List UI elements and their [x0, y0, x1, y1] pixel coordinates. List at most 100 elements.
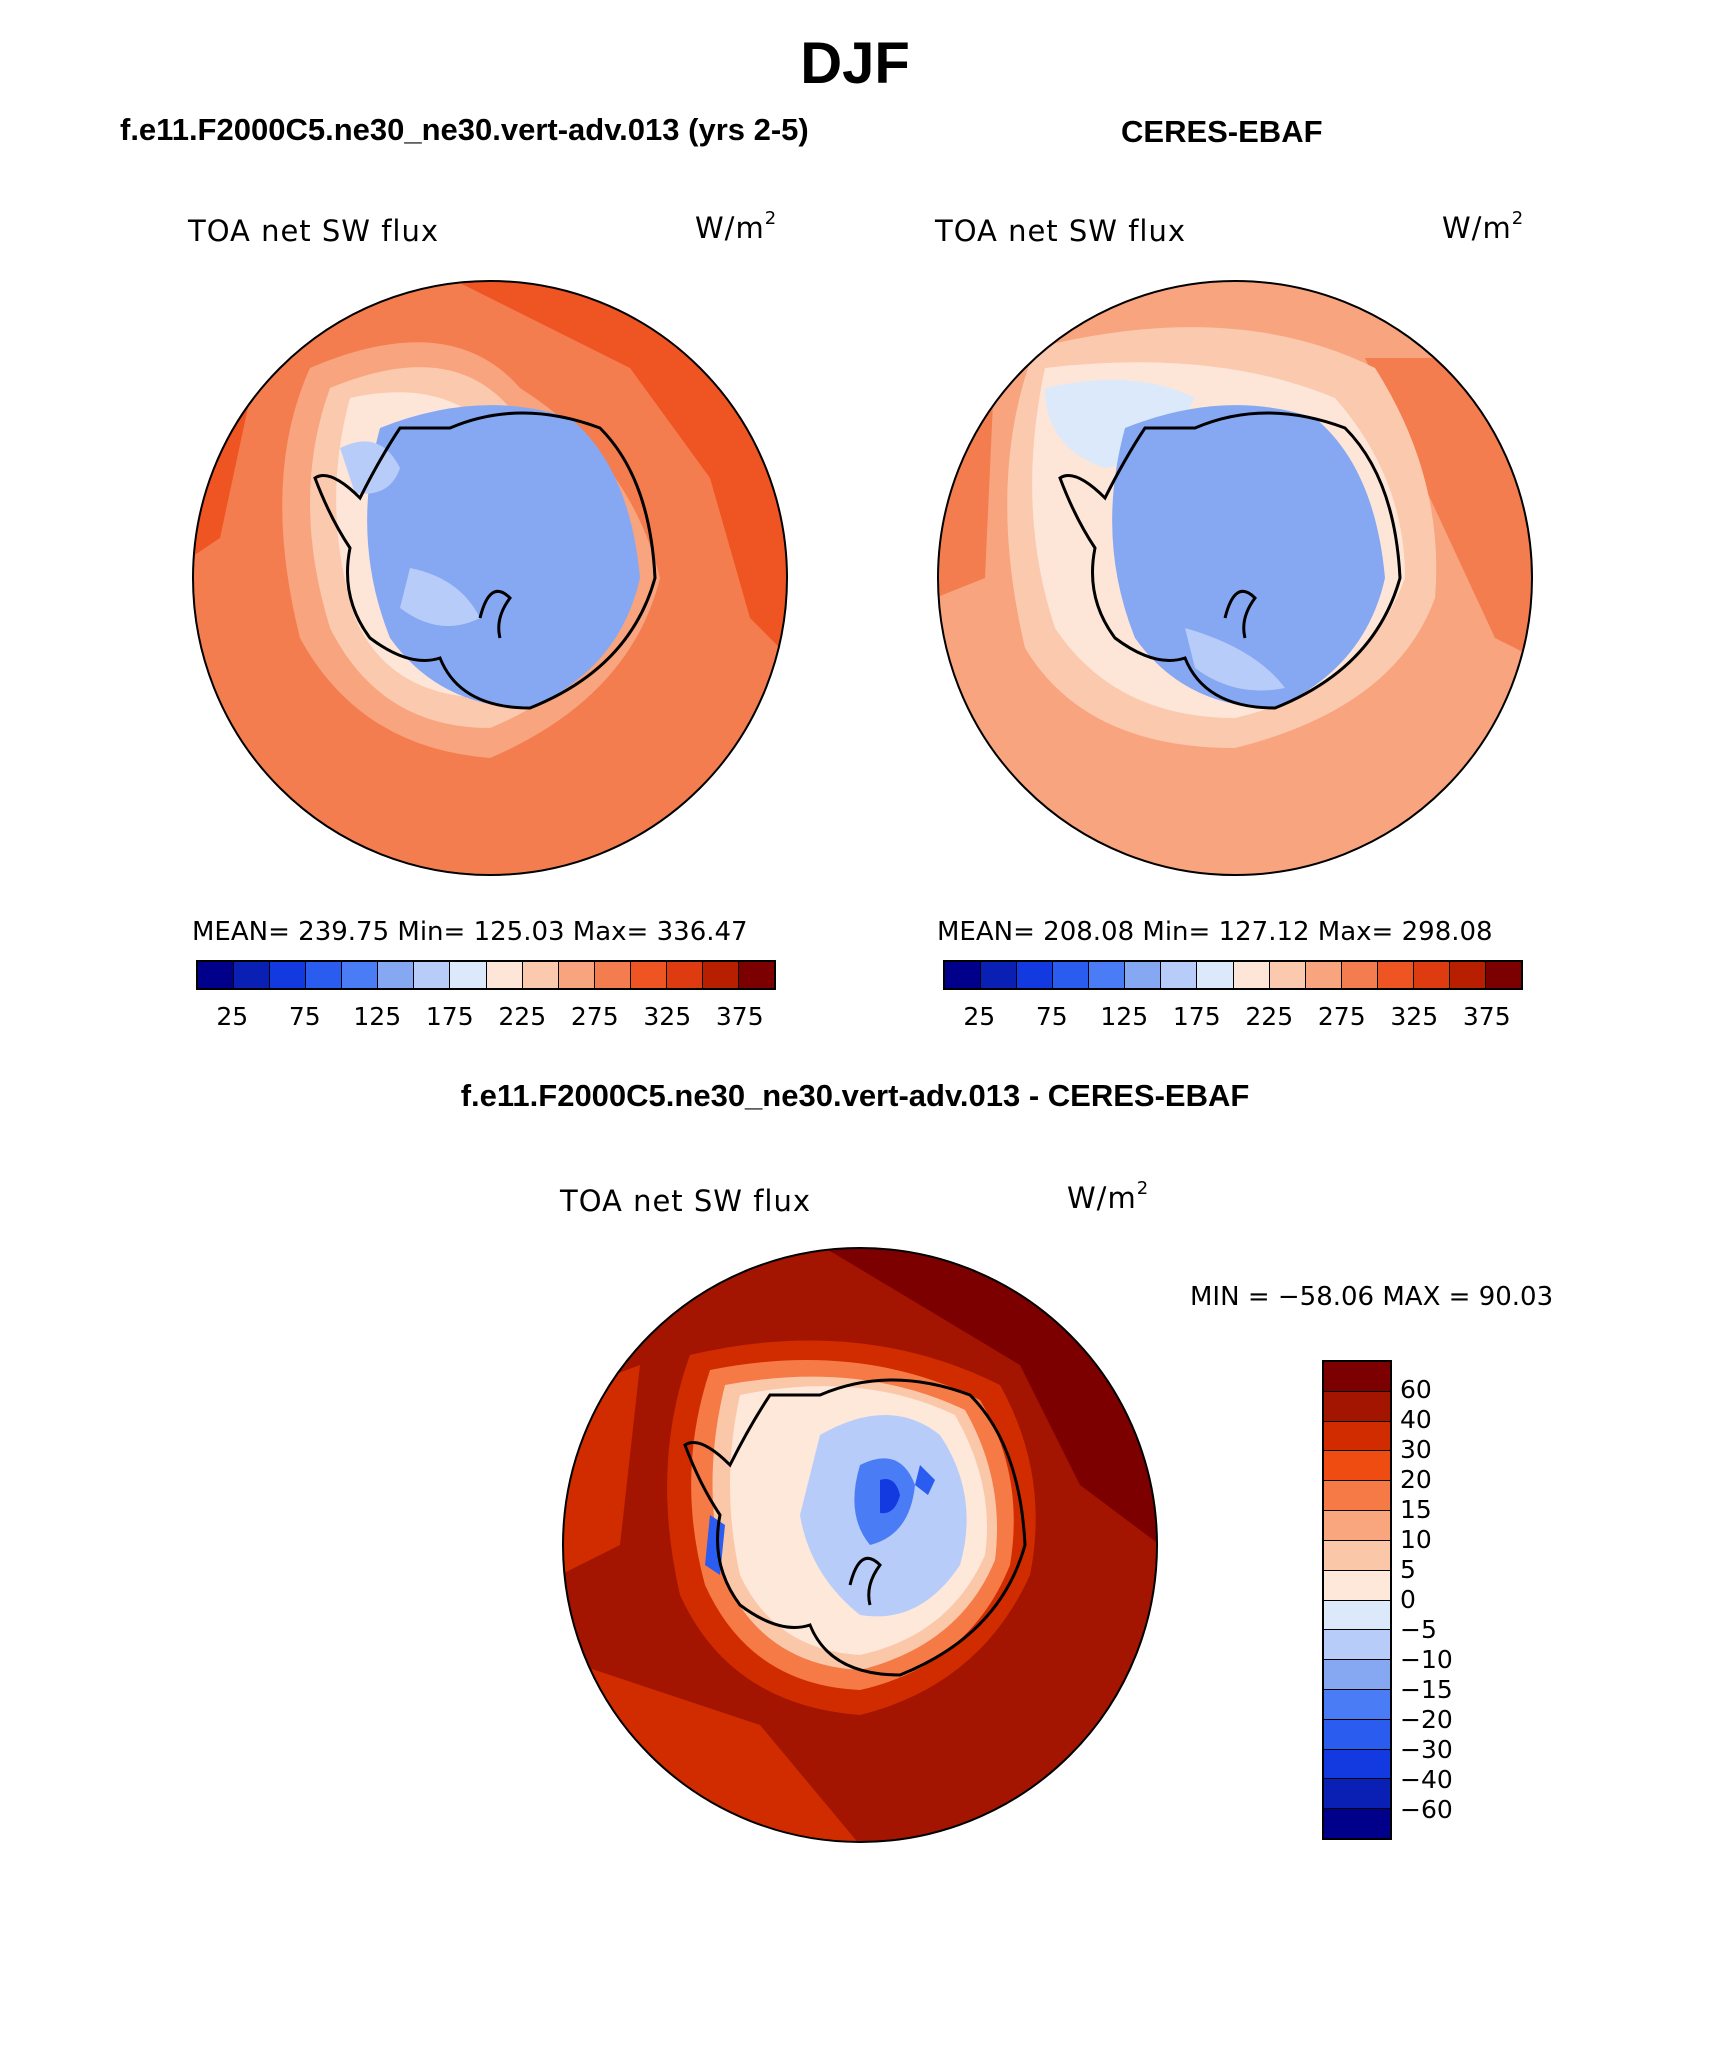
coastline — [683, 1378, 1027, 1677]
colorbar-tick-label: 30 — [1400, 1435, 1432, 1464]
diff-title: f.e11.F2000C5.ne30_ne30.vert-adv.013 - C… — [460, 1078, 1250, 1113]
colorbar-swatch — [738, 962, 774, 988]
coastline — [313, 411, 657, 710]
colorbar-tick-label: −20 — [1400, 1705, 1453, 1734]
colorbar-swatch — [1324, 1391, 1390, 1422]
colorbar-swatch — [1324, 1749, 1390, 1780]
colorbar-swatch — [1324, 1540, 1390, 1571]
colorbar-swatch — [1324, 1660, 1390, 1690]
colorbar-tick-label: 125 — [1100, 1002, 1149, 1031]
diff-units-label: W/m2 — [1067, 1178, 1150, 1215]
diff-variable-label: TOA net SW flux — [560, 1184, 812, 1218]
colorbar-tick-label: 125 — [353, 1002, 402, 1031]
diff-stats: MIN = −58.06 MAX = 90.03 — [1190, 1282, 1554, 1312]
obs-stats: MEAN= 208.08 Min= 127.12 Max= 298.08 — [937, 917, 1493, 947]
obs-colorbar-ticks: 25 75 125 175 225 275 325 375 — [943, 1000, 1523, 1031]
colorbar-swatch — [702, 962, 739, 988]
colorbar-tick-label: 175 — [1172, 1002, 1221, 1031]
colorbar-swatch — [1324, 1362, 1390, 1392]
colorbar-swatch — [198, 962, 235, 988]
colorbar-tick-label: 375 — [715, 1002, 764, 1031]
model-stats: MEAN= 239.75 Min= 125.03 Max= 336.47 — [192, 917, 748, 947]
colorbar-tick-label: 60 — [1400, 1375, 1432, 1404]
colorbar-tick-label: 10 — [1400, 1525, 1432, 1554]
colorbar-tick-label: 25 — [216, 1002, 249, 1031]
colorbar-swatch — [1089, 962, 1126, 988]
colorbar-tick-label: 75 — [288, 1002, 321, 1031]
colorbar-tick-label: 0 — [1400, 1585, 1416, 1614]
colorbar-tick-label: 225 — [1245, 1002, 1294, 1031]
colorbar-swatch — [1324, 1451, 1390, 1482]
colorbar-tick-label: 15 — [1400, 1495, 1432, 1524]
colorbar-swatch — [981, 962, 1018, 988]
colorbar-tick-label: 375 — [1462, 1002, 1511, 1031]
diff-colorbar — [1322, 1360, 1392, 1840]
obs-variable-label: TOA net SW flux — [935, 214, 1187, 248]
colorbar-swatch — [1485, 962, 1521, 988]
colorbar-swatch — [1413, 962, 1450, 988]
colorbar-tick-label: −15 — [1400, 1675, 1453, 1704]
colorbar-tick-label: −40 — [1400, 1765, 1453, 1794]
colorbar-tick-label: 5 — [1400, 1555, 1416, 1584]
colorbar-tick-label: −60 — [1400, 1795, 1453, 1824]
colorbar-swatch — [270, 962, 307, 988]
model-colorbar — [196, 960, 776, 990]
colorbar-tick-label: −5 — [1400, 1615, 1437, 1644]
colorbar-swatch — [1324, 1421, 1390, 1452]
antarctica-blue-region — [1112, 405, 1385, 708]
colorbar-tick-label: 75 — [1035, 1002, 1068, 1031]
colorbar-tick-label: 20 — [1400, 1465, 1432, 1494]
colorbar-tick-label: 175 — [425, 1002, 474, 1031]
colorbar-swatch — [1324, 1809, 1390, 1838]
colorbar-swatch — [1324, 1570, 1390, 1601]
colorbar-swatch — [342, 962, 379, 988]
diff-polar-map — [562, 1247, 1158, 1843]
colorbar-tick-label: 325 — [643, 1002, 692, 1031]
colorbar-swatch — [1324, 1630, 1390, 1661]
colorbar-swatch — [945, 962, 982, 988]
colorbar-swatch — [1377, 962, 1414, 988]
colorbar-swatch — [414, 962, 451, 988]
colorbar-swatch — [1197, 962, 1234, 988]
colorbar-swatch — [486, 962, 523, 988]
model-units-label: W/m2 — [695, 208, 778, 245]
colorbar-swatch — [630, 962, 667, 988]
model-polar-map — [192, 280, 788, 876]
colorbar-tick-label: 225 — [498, 1002, 547, 1031]
colorbar-swatch — [1341, 962, 1378, 988]
colorbar-tick-label: −30 — [1400, 1735, 1453, 1764]
obs-units-label: W/m2 — [1442, 208, 1525, 245]
colorbar-tick-label: −10 — [1400, 1645, 1453, 1674]
colorbar-swatch — [1233, 962, 1270, 988]
colorbar-swatch — [522, 962, 559, 988]
colorbar-tick-label: 275 — [570, 1002, 619, 1031]
colorbar-swatch — [1449, 962, 1486, 988]
colorbar-swatch — [1125, 962, 1162, 988]
colorbar-swatch — [1324, 1689, 1390, 1720]
colorbar-swatch — [1053, 962, 1090, 988]
colorbar-swatch — [450, 962, 487, 988]
colorbar-swatch — [1324, 1779, 1390, 1810]
model-colorbar-ticks: 25 75 125 175 225 275 325 375 — [196, 1000, 776, 1031]
colorbar-swatch — [1324, 1511, 1390, 1541]
colorbar-swatch — [1269, 962, 1306, 988]
model-variable-label: TOA net SW flux — [188, 214, 440, 248]
page-title: DJF — [800, 31, 910, 96]
model-title: f.e11.F2000C5.ne30_ne30.vert-adv.013 (yr… — [120, 112, 809, 147]
colorbar-tick-label: 40 — [1400, 1405, 1432, 1434]
colorbar-swatch — [1305, 962, 1342, 988]
antarctica-blue-region — [367, 405, 640, 708]
colorbar-swatch — [1324, 1719, 1390, 1750]
colorbar-tick-label: 275 — [1317, 1002, 1366, 1031]
obs-polar-map — [937, 280, 1533, 876]
colorbar-swatch — [558, 962, 595, 988]
colorbar-swatch — [1324, 1481, 1390, 1512]
colorbar-swatch — [234, 962, 271, 988]
colorbar-swatch — [378, 962, 415, 988]
colorbar-swatch — [1161, 962, 1198, 988]
colorbar-swatch — [594, 962, 631, 988]
obs-colorbar — [943, 960, 1523, 990]
colorbar-swatch — [666, 962, 703, 988]
colorbar-tick-label: 325 — [1390, 1002, 1439, 1031]
colorbar-tick-label: 25 — [963, 1002, 996, 1031]
